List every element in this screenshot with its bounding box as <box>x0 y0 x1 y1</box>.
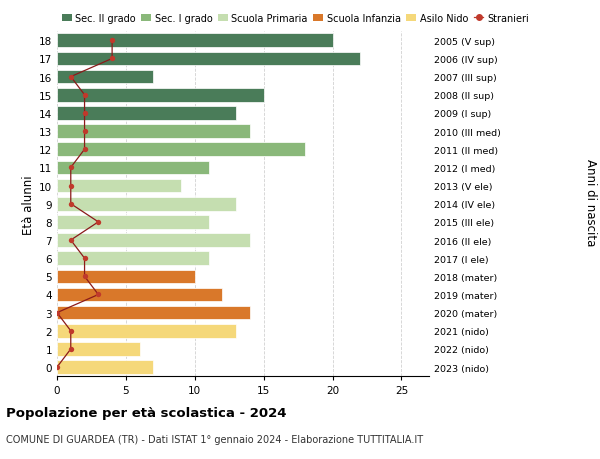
Bar <box>57 107 236 120</box>
Bar <box>57 125 250 139</box>
Text: Anni di nascita: Anni di nascita <box>584 158 597 246</box>
Y-axis label: Età alunni: Età alunni <box>22 174 35 234</box>
Point <box>52 309 62 317</box>
Bar <box>57 270 195 284</box>
Bar <box>57 216 209 229</box>
Point <box>66 183 76 190</box>
Text: COMUNE DI GUARDEA (TR) - Dati ISTAT 1° gennaio 2024 - Elaborazione TUTTITALIA.IT: COMUNE DI GUARDEA (TR) - Dati ISTAT 1° g… <box>6 434 423 444</box>
Point <box>52 364 62 371</box>
Point <box>107 38 117 45</box>
Bar <box>57 52 360 66</box>
Bar <box>57 143 305 157</box>
Point <box>66 346 76 353</box>
Point <box>66 164 76 172</box>
Point <box>80 92 89 99</box>
Point <box>107 56 117 63</box>
Bar <box>57 288 223 302</box>
Point <box>80 128 89 135</box>
Point <box>80 255 89 262</box>
Point <box>80 110 89 118</box>
Legend: Sec. II grado, Sec. I grado, Scuola Primaria, Scuola Infanzia, Asilo Nido, Stran: Sec. II grado, Sec. I grado, Scuola Prim… <box>62 14 529 24</box>
Bar <box>57 360 154 374</box>
Bar <box>57 197 236 211</box>
Bar <box>57 306 250 320</box>
Bar <box>57 325 236 338</box>
Text: Popolazione per età scolastica - 2024: Popolazione per età scolastica - 2024 <box>6 406 287 419</box>
Point <box>80 273 89 280</box>
Bar <box>57 34 332 48</box>
Point <box>66 237 76 244</box>
Point <box>80 146 89 154</box>
Point <box>66 74 76 81</box>
Point <box>94 218 103 226</box>
Bar <box>57 89 263 102</box>
Point <box>66 327 76 335</box>
Bar <box>57 234 250 247</box>
Bar <box>57 342 140 356</box>
Bar <box>57 252 209 265</box>
Bar <box>57 179 181 193</box>
Bar <box>57 161 209 175</box>
Bar <box>57 71 154 84</box>
Point <box>66 201 76 208</box>
Point <box>94 291 103 298</box>
